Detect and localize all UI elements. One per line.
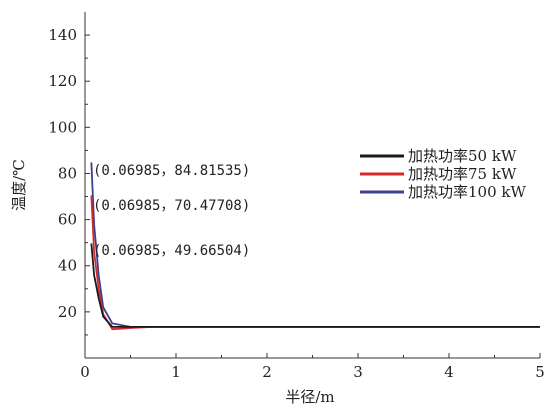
series-group	[90, 162, 540, 331]
series-line-1	[90, 195, 540, 331]
y-tick-label: 120	[48, 72, 77, 90]
legend-label-0: 加热功率50 kW	[408, 147, 517, 165]
y-tick-label: 60	[58, 211, 77, 229]
x-tick-label: 4	[444, 363, 454, 381]
x-tick-label: 2	[262, 363, 272, 381]
x-tick-label: 5	[535, 363, 545, 381]
y-tick-label: 20	[58, 303, 77, 321]
x-ticks: 0 1 2 3 4 5	[80, 353, 545, 381]
y-ticks: 20 40 60 80 100 120 140	[48, 26, 90, 336]
annotations: (0.06985，84.81535) (0.06985，70.47708) (0.0…	[93, 163, 250, 259]
peak-annotation: (0.06985，84.81535)	[93, 163, 250, 179]
x-axis-title: 半径/m	[285, 388, 334, 406]
y-tick-label: 80	[58, 164, 77, 182]
y-tick-label: 100	[48, 118, 77, 136]
legend-label-1: 加热功率75 kW	[408, 165, 517, 183]
peak-annotation: (0.06985，70.47708)	[93, 198, 250, 214]
peak-annotation: (0.06985，49.66504)	[93, 243, 250, 259]
y-axis-title: 温度/℃	[10, 159, 28, 211]
x-tick-label: 0	[80, 363, 90, 381]
y-tick-label: 140	[48, 26, 77, 44]
x-tick-label: 3	[353, 363, 363, 381]
series-line-0	[90, 243, 540, 328]
legend-label-2: 加热功率100 kW	[408, 183, 526, 201]
y-tick-label: 40	[58, 257, 77, 275]
x-tick-label: 1	[171, 363, 181, 381]
